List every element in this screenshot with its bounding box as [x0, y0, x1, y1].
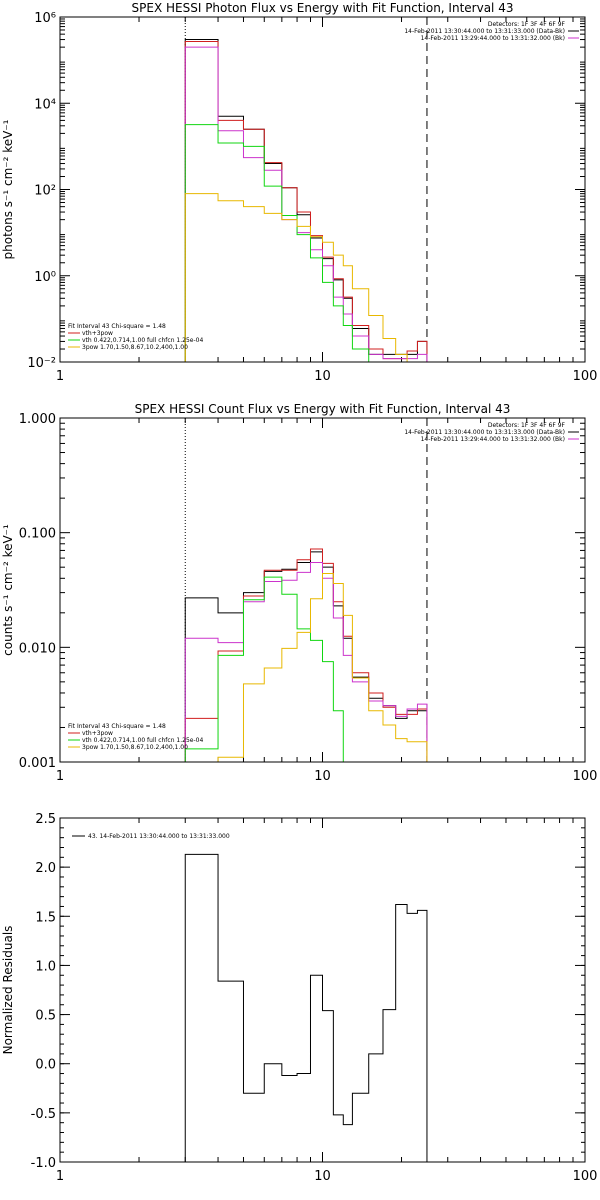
y-tick-label: 10⁻²	[27, 356, 56, 371]
series-3-histogram	[184, 46, 428, 362]
x-tick-label: 10	[314, 1169, 331, 1184]
x-tick-label: 10	[314, 769, 331, 784]
y-tick-label: 10⁴	[34, 97, 56, 112]
plot-frame	[59, 817, 586, 1163]
series-5-histogram	[185, 573, 428, 763]
legend-text: 3pow 1.70,1.50,8.67,10.2,400,1.00	[82, 744, 188, 751]
x-tick-label: 10	[314, 369, 331, 384]
series-3-histogram	[184, 561, 428, 762]
info-text: 14-Feb-2011 13:30:44.000 to 13:31:33.000…	[404, 429, 565, 436]
y-tick-label: 1.000	[19, 412, 56, 427]
series-4-histogram	[184, 576, 353, 763]
x-tick-label: 100	[573, 769, 598, 784]
y-tick-label: 10⁰	[34, 270, 56, 285]
y-tick-label: -1.0	[31, 1156, 56, 1171]
y-tick-label: 2.0	[35, 861, 56, 876]
chart-title: SPEX HESSI Count Flux vs Energy with Fit…	[135, 402, 511, 416]
y-tick-label: 2.5	[35, 812, 56, 827]
info-text: 14-Feb-2011 13:29:44.000 to 13:31:32.000…	[421, 35, 565, 42]
legend-text: vth 0.422,0.714,1.00 full chfcn 1.25e-04	[82, 337, 203, 344]
y-tick-label: 0.0	[35, 1058, 56, 1073]
legend-text: 3pow 1.70,1.50,8.67,10.2,400,1.00	[82, 344, 188, 351]
plot-frame	[59, 16, 586, 363]
y-tick-label: 0.5	[35, 1009, 56, 1024]
legend-text: vth+3pow	[82, 730, 113, 737]
y-tick-label: -0.5	[31, 1107, 56, 1122]
series-1-histogram	[184, 853, 428, 1162]
y-tick-label: 0.100	[19, 527, 56, 542]
chart-panel-2: SPEX HESSI Count Flux vs Energy with Fit…	[1, 402, 597, 784]
chart-panel-1: SPEX HESSI Photon Flux vs Energy with Fi…	[1, 1, 597, 384]
legend-text: Fit Interval 43 Chi-square = 1.48	[68, 323, 166, 330]
plot-frame	[59, 417, 586, 763]
info-text: 14-Feb-2011 13:29:44.000 to 13:31:32.000…	[421, 436, 565, 443]
y-axis-label: photons s⁻¹ cm⁻² keV⁻¹	[1, 119, 15, 259]
legend-text: Fit Interval 43 Chi-square = 1.48	[68, 723, 166, 730]
x-tick-label: 100	[573, 1169, 598, 1184]
legend-text: vth+3pow	[82, 330, 113, 337]
chart-panel-3: Normalized Residuals 1 10 100 -1.0 -0.5 0.0 0.5…	[1, 812, 597, 1184]
y-tick-label: 1.5	[35, 910, 56, 925]
y-tick-label: 10²	[34, 184, 56, 199]
info-text: Detectors: 1F 3F 4F 6F 9F	[488, 21, 566, 28]
y-axis-label: Normalized Residuals	[1, 926, 15, 1055]
x-tick-label: 1	[56, 369, 64, 384]
legend-text: 43. 14-Feb-2011 13:30:44.000 to 13:31:33…	[88, 833, 230, 840]
info-text: 14-Feb-2011 13:30:44.000 to 13:31:33.000…	[404, 28, 565, 35]
y-tick-label: 1.0	[35, 959, 56, 974]
chart-title: SPEX HESSI Photon Flux vs Energy with Fi…	[132, 1, 514, 15]
x-tick-label: 100	[573, 369, 598, 384]
y-tick-label: 10⁶	[34, 11, 56, 26]
y-tick-label: 0.010	[19, 641, 56, 656]
y-tick-label: 0.001	[19, 756, 56, 771]
legend-text: vth 0.422,0.714,1.00 full chfcn 1.25e-04	[82, 737, 203, 744]
series-5-histogram	[184, 193, 427, 363]
y-axis-label: counts s⁻¹ cm⁻² keV⁻¹	[1, 524, 15, 656]
x-tick-label: 1	[56, 769, 64, 784]
x-tick-label: 1	[56, 1169, 64, 1184]
info-text: Detectors: 1F 3F 4F 6F 9F	[488, 422, 566, 429]
